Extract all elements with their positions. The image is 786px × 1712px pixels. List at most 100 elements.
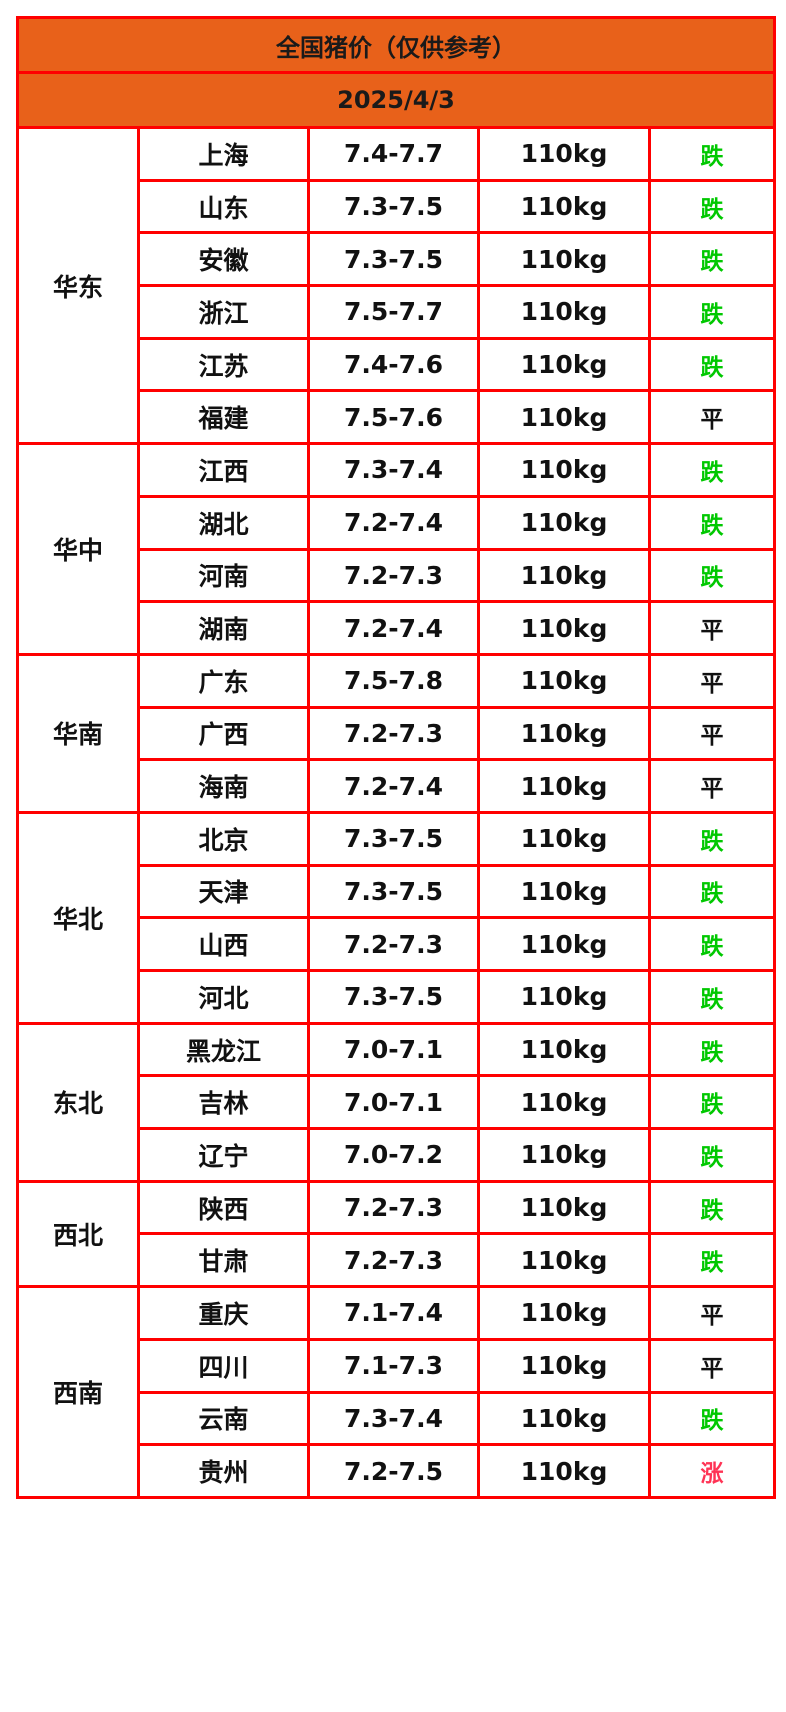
price-range-cell: 7.2-7.4 xyxy=(307,758,480,814)
trend-cell: 跌 xyxy=(647,1127,777,1183)
weight-cell: 110kg xyxy=(477,863,651,920)
table-row: 华东 上海 7.4-7.7 110kg 跌 xyxy=(16,125,777,446)
table-row: 吉林 7.0-7.1 110kg 跌 xyxy=(18,1074,777,1131)
table-row: 湖南 7.2-7.4 110kg 平 xyxy=(18,600,777,656)
weight-cell: 110kg xyxy=(477,652,651,709)
table-row: 山东 7.3-7.5 110kg 跌 xyxy=(18,178,777,235)
region-cell: 西南 xyxy=(16,1285,140,1499)
trend-cell: 跌 xyxy=(647,1074,777,1131)
trend-cell: 平 xyxy=(647,1337,777,1394)
table-row: 华北 北京 7.3-7.5 110kg 跌 xyxy=(16,810,777,1025)
price-range-cell: 7.0-7.2 xyxy=(307,1127,480,1183)
trend-cell: 跌 xyxy=(647,1179,777,1236)
table-row: 湖北 7.2-7.4 110kg 跌 xyxy=(18,494,777,551)
table-row: 福建 7.5-7.6 110kg 平 xyxy=(18,389,777,446)
province-cell: 山东 xyxy=(137,178,310,235)
weight-cell: 110kg xyxy=(477,231,651,288)
province-cell: 云南 xyxy=(137,1390,310,1447)
price-range-cell: 7.2-7.3 xyxy=(307,1179,480,1236)
trend-cell: 跌 xyxy=(647,231,777,288)
province-cell: 天津 xyxy=(137,863,310,920)
province-cell: 陕西 xyxy=(137,1179,310,1236)
price-range-cell: 7.1-7.4 xyxy=(307,1285,480,1341)
trend-cell: 平 xyxy=(647,600,777,656)
weight-cell: 110kg xyxy=(477,969,651,1025)
trend-cell: 跌 xyxy=(647,126,777,182)
price-range-cell: 7.0-7.1 xyxy=(307,1074,480,1131)
table-row: 河北 7.3-7.5 110kg 跌 xyxy=(18,969,777,1025)
table-row: 安徽 7.3-7.5 110kg 跌 xyxy=(18,231,777,288)
weight-cell: 110kg xyxy=(477,810,651,867)
trend-cell: 跌 xyxy=(647,547,777,604)
trend-cell: 跌 xyxy=(647,336,777,393)
province-cell: 甘肃 xyxy=(137,1232,310,1289)
table-row: 四川 7.1-7.3 110kg 平 xyxy=(18,1337,777,1394)
price-range-cell: 7.5-7.8 xyxy=(307,652,480,709)
price-range-cell: 7.3-7.4 xyxy=(307,442,480,498)
trend-cell: 平 xyxy=(647,705,777,762)
region-cell: 华北 xyxy=(16,810,140,1025)
table-row: 天津 7.3-7.5 110kg 跌 xyxy=(18,863,777,920)
price-range-cell: 7.3-7.5 xyxy=(307,969,480,1025)
province-cell: 北京 xyxy=(137,810,310,867)
trend-cell: 跌 xyxy=(647,1232,777,1289)
province-cell: 浙江 xyxy=(137,284,310,340)
trend-cell: 跌 xyxy=(647,810,777,867)
weight-cell: 110kg xyxy=(477,1021,651,1078)
region-cell: 华南 xyxy=(16,652,140,814)
province-cell: 四川 xyxy=(137,1337,310,1394)
price-range-cell: 7.2-7.4 xyxy=(307,600,480,656)
province-cell: 辽宁 xyxy=(137,1127,310,1183)
trend-cell: 跌 xyxy=(647,1390,777,1447)
weight-cell: 110kg xyxy=(477,1127,651,1183)
province-cell: 山西 xyxy=(137,916,310,972)
table-row: 甘肃 7.2-7.3 110kg 跌 xyxy=(18,1232,777,1289)
weight-cell: 110kg xyxy=(477,705,651,762)
table-row: 山西 7.2-7.3 110kg 跌 xyxy=(18,916,777,972)
weight-cell: 110kg xyxy=(477,1390,651,1447)
province-cell: 江苏 xyxy=(137,336,310,393)
table-row: 海南 7.2-7.4 110kg 平 xyxy=(18,758,777,814)
price-range-cell: 7.2-7.5 xyxy=(307,1443,480,1499)
province-cell: 福建 xyxy=(137,389,310,446)
province-cell: 河北 xyxy=(137,969,310,1025)
trend-cell: 平 xyxy=(647,389,777,446)
table-row: 西南 重庆 7.1-7.4 110kg 平 xyxy=(16,1285,777,1499)
province-cell: 湖北 xyxy=(137,494,310,551)
weight-cell: 110kg xyxy=(477,1443,651,1499)
price-range-cell: 7.3-7.5 xyxy=(307,810,480,867)
table-title: 全国猪价（仅供参考） xyxy=(15,16,777,74)
weight-cell: 110kg xyxy=(477,494,651,551)
province-cell: 江西 xyxy=(137,442,310,498)
price-range-cell: 7.2-7.4 xyxy=(307,494,480,551)
table-row: 广西 7.2-7.3 110kg 平 xyxy=(18,705,777,762)
price-range-cell: 7.4-7.6 xyxy=(307,336,480,393)
weight-cell: 110kg xyxy=(477,1179,651,1236)
trend-cell: 涨 xyxy=(647,1443,777,1499)
province-cell: 重庆 xyxy=(137,1285,310,1341)
price-range-cell: 7.3-7.5 xyxy=(307,863,480,920)
price-range-cell: 7.0-7.1 xyxy=(307,1021,480,1078)
trend-cell: 跌 xyxy=(647,863,777,920)
region-cell: 华东 xyxy=(16,125,140,446)
region-cell: 东北 xyxy=(16,1021,140,1183)
trend-cell: 跌 xyxy=(647,442,777,498)
province-cell: 贵州 xyxy=(137,1443,310,1499)
weight-cell: 110kg xyxy=(477,600,651,656)
price-range-cell: 7.2-7.3 xyxy=(307,1232,480,1289)
pig-price-table: 全国猪价（仅供参考） 2025/4/3 华东 上海 7.4-7.7 110kg 跌山东 7… xyxy=(15,16,777,1499)
table-row: 东北 黑龙江 7.0-7.1 110kg 跌 xyxy=(16,1021,777,1183)
weight-cell: 110kg xyxy=(477,178,651,235)
trend-cell: 平 xyxy=(647,758,777,814)
trend-cell: 跌 xyxy=(647,178,777,235)
region-cell: 华中 xyxy=(16,442,140,656)
price-range-cell: 7.2-7.3 xyxy=(307,547,480,604)
price-range-cell: 7.3-7.5 xyxy=(307,178,480,235)
weight-cell: 110kg xyxy=(477,442,651,498)
table-row: 辽宁 7.0-7.2 110kg 跌 xyxy=(18,1127,777,1183)
table-row: 云南 7.3-7.4 110kg 跌 xyxy=(18,1390,777,1447)
province-cell: 河南 xyxy=(137,547,310,604)
price-range-cell: 7.4-7.7 xyxy=(307,126,480,182)
weight-cell: 110kg xyxy=(477,1074,651,1131)
province-cell: 黑龙江 xyxy=(137,1021,310,1078)
